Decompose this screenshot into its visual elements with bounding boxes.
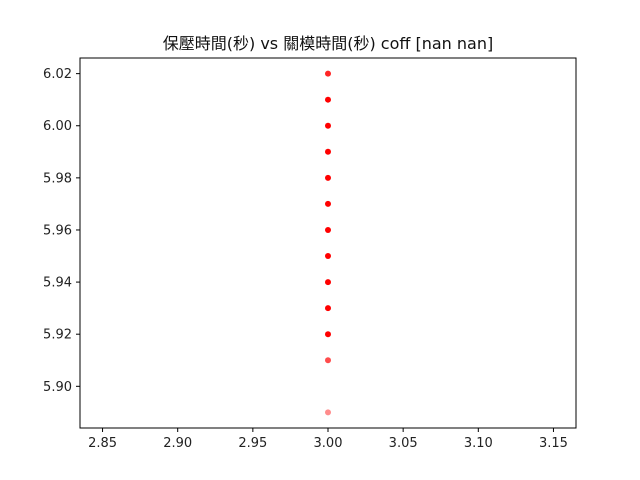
y-tick-label: 5.92: [43, 328, 72, 343]
data-point: [325, 122, 331, 129]
data-point: [325, 148, 331, 155]
data-point: [325, 279, 331, 286]
data-point: [325, 174, 331, 181]
data-point: [325, 253, 331, 260]
plot-area-frame: [79, 57, 577, 429]
data-points: [325, 70, 331, 416]
y-axis: 5.90 5.92 5.94 5.96 5.98 6.00 6.02: [43, 67, 80, 395]
data-point: [325, 409, 331, 416]
y-tick-label: 5.98: [43, 171, 72, 186]
data-point: [325, 357, 331, 364]
data-point: [325, 331, 331, 338]
y-tick-label: 5.90: [43, 380, 72, 395]
data-point: [325, 200, 331, 207]
y-tick-label: 6.02: [43, 67, 72, 82]
data-point: [325, 226, 331, 233]
chart-title: 保壓時間(秒) vs 關模時間(秒) coff [nan nan]: [163, 34, 493, 53]
data-point: [325, 70, 331, 77]
x-tick-label: 3.00: [314, 436, 343, 451]
data-point: [325, 96, 331, 103]
x-tick-label: 3.15: [539, 436, 568, 451]
data-point: [325, 305, 331, 312]
x-tick-label: 3.10: [464, 436, 493, 451]
x-tick-label: 2.85: [88, 436, 117, 451]
y-tick-label: 6.00: [43, 119, 72, 134]
y-tick-label: 5.96: [43, 223, 72, 238]
x-tick-label: 2.95: [238, 436, 267, 451]
x-axis: 2.85 2.90 2.95 3.00 3.05 3.10 3.15: [88, 428, 568, 451]
y-tick-label: 5.94: [43, 276, 72, 291]
x-tick-label: 2.90: [163, 436, 192, 451]
x-tick-label: 3.05: [389, 436, 418, 451]
